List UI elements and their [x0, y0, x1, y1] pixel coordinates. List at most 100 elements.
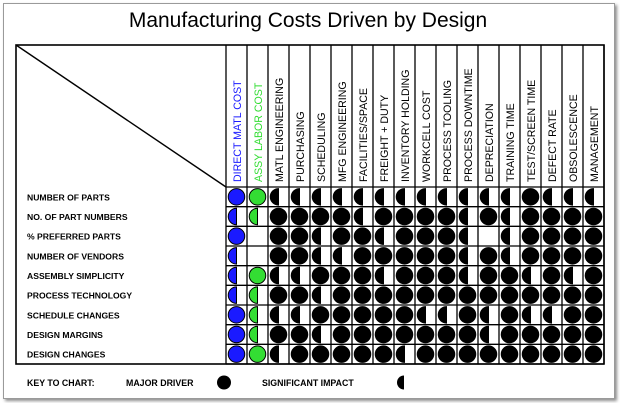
major-driver-icon: [395, 325, 414, 344]
major-driver-icon: [374, 325, 393, 344]
row-label: PROCESS TECHNOLOGY: [27, 291, 132, 301]
significant-impact-icon: [248, 325, 258, 344]
major-driver-icon: [437, 207, 456, 226]
significant-impact-icon: [290, 306, 300, 324]
column-label: ASSY LABOR COST: [253, 82, 265, 182]
major-driver-icon: [416, 345, 435, 363]
major-driver-icon: [248, 266, 267, 285]
significant-impact-icon: [311, 247, 321, 265]
significant-impact-icon: [311, 227, 321, 245]
major-driver-icon: [479, 345, 498, 363]
major-driver-icon: [353, 345, 372, 363]
major-driver-icon: [542, 207, 561, 226]
header-diagonal: [15, 44, 227, 188]
significant-impact-icon: [542, 188, 552, 206]
major-driver-icon: [227, 188, 246, 206]
key-label: KEY TO CHART:: [27, 378, 95, 388]
significant-impact-icon: [269, 266, 279, 285]
significant-impact-icon: [395, 345, 405, 363]
key-major-label: MAJOR DRIVER: [126, 378, 194, 388]
significant-impact-icon: [584, 188, 594, 206]
row-label: NUMBER OF PARTS: [27, 192, 110, 202]
major-driver-icon: [332, 345, 351, 363]
major-driver-icon: [479, 247, 498, 265]
major-driver-icon: [584, 266, 603, 285]
major-driver-icon: [395, 306, 414, 324]
major-driver-icon: [416, 207, 435, 226]
major-driver-icon: [437, 325, 456, 344]
column-label: PURCHASING: [295, 111, 307, 182]
significant-impact-icon: [227, 247, 237, 265]
major-driver-icon: [521, 286, 540, 304]
significant-impact-icon: [416, 188, 426, 206]
major-driver-icon: [395, 227, 414, 245]
significant-impact-icon: [248, 286, 258, 304]
major-driver-icon: [332, 325, 351, 344]
major-driver-icon: [500, 266, 519, 285]
significant-impact-icon: [374, 188, 384, 206]
significant-impact-icon: [227, 207, 237, 226]
major-driver-icon: [248, 188, 267, 206]
major-driver-icon: [353, 286, 372, 304]
column-label: DIRECT MATL COST: [232, 80, 244, 182]
major-driver-icon: [269, 227, 288, 245]
column-label: DEPRECIATION: [484, 103, 496, 182]
key-major-icon: [217, 375, 231, 390]
major-driver-icon: [311, 345, 330, 363]
column-label: INVENTORY HOLDING: [400, 70, 412, 182]
major-driver-icon: [500, 306, 519, 324]
major-driver-icon: [332, 306, 351, 324]
significant-impact-icon: [479, 325, 489, 344]
significant-impact-icon: [311, 325, 321, 344]
column-label: FREIGHT + DUTY: [379, 95, 391, 182]
row-label: NUMBER OF VENDORS: [27, 251, 124, 261]
significant-impact-icon: [248, 306, 258, 324]
major-driver-icon: [437, 247, 456, 265]
significant-impact-icon: [269, 345, 279, 363]
page-title: Manufacturing Costs Driven by Design: [128, 9, 488, 32]
significant-impact-icon: [500, 247, 510, 265]
major-driver-icon: [500, 286, 519, 304]
significant-impact-icon: [458, 227, 468, 245]
major-driver-icon: [584, 247, 603, 265]
major-driver-icon: [332, 207, 351, 226]
major-driver-icon: [416, 247, 435, 265]
row-label: DESIGN MARGINS: [27, 330, 103, 340]
significant-impact-icon: [416, 306, 426, 324]
major-driver-icon: [437, 286, 456, 304]
major-driver-icon: [227, 325, 246, 344]
major-driver-icon: [269, 247, 288, 265]
major-driver-icon: [269, 325, 288, 344]
column-label: MANAGEMENT: [589, 106, 601, 182]
major-driver-icon: [353, 325, 372, 344]
major-driver-icon: [290, 325, 309, 344]
row-label: NO. OF PART NUMBERS: [27, 212, 128, 222]
major-driver-icon: [437, 345, 456, 363]
major-driver-icon: [563, 345, 582, 363]
column-label: SCHEDULING: [316, 113, 328, 182]
major-driver-icon: [542, 345, 561, 363]
major-driver-icon: [416, 227, 435, 245]
significant-impact-icon: [395, 188, 405, 206]
major-driver-icon: [563, 207, 582, 226]
major-driver-icon: [479, 286, 498, 304]
key-significant-label: SIGNIFICANT IMPACT: [262, 378, 354, 388]
major-driver-icon: [332, 227, 351, 245]
major-driver-icon: [521, 247, 540, 265]
major-driver-icon: [353, 247, 372, 265]
significant-impact-icon: [269, 306, 279, 324]
key-significant-icon: [397, 375, 404, 390]
major-driver-icon: [395, 286, 414, 304]
significant-impact-icon: [479, 188, 489, 206]
major-driver-icon: [227, 345, 246, 363]
major-driver-icon: [290, 227, 309, 245]
significant-impact-icon: [290, 188, 300, 206]
significant-impact-icon: [353, 188, 363, 206]
major-driver-icon: [395, 266, 414, 285]
significant-impact-icon: [227, 286, 237, 304]
major-driver-icon: [311, 207, 330, 226]
major-driver-icon: [416, 286, 435, 304]
major-driver-icon: [521, 207, 540, 226]
major-driver-icon: [311, 266, 330, 285]
